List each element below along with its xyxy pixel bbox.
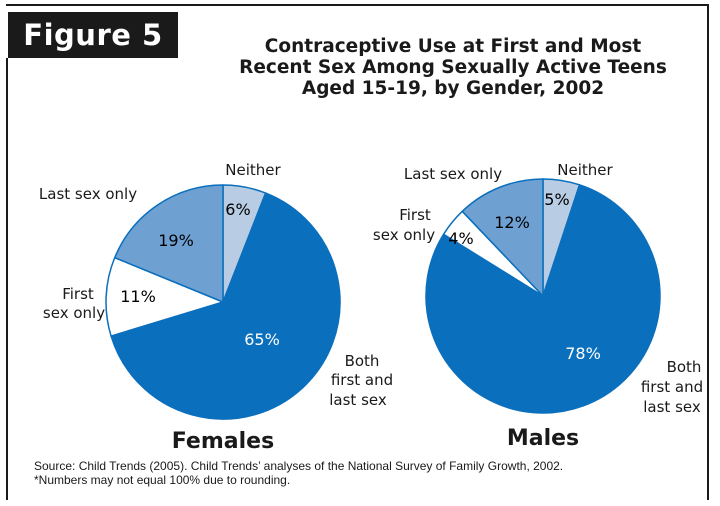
pie-females-label-both: 65%: [244, 330, 280, 349]
pie-females-cat-first-only-line1: First: [62, 285, 94, 303]
figure-label: Figure 5: [8, 12, 178, 58]
pie-females-cat-both-line1: Both: [345, 352, 380, 370]
pie-females: 6% 65% 11% 19% Neither Last sex only Fir…: [39, 161, 393, 454]
pie-females-cat-both-line3: last sex: [329, 391, 387, 409]
pie-males-cat-first-only-line1: First: [399, 206, 431, 224]
chart-title-line-3: Aged 15-19, by Gender, 2002: [301, 78, 605, 99]
pie-females-cat-last-only: Last sex only: [39, 185, 137, 203]
chart-title-line-1: Contraceptive Use at First and Most: [264, 36, 642, 57]
figure-frame: [6, 4, 709, 500]
pie-females-cat-first-only-line2: sex only: [43, 304, 105, 322]
pie-males-cat-both-line3: last sex: [643, 398, 701, 416]
pie-females-label-first-only: 11%: [120, 287, 156, 306]
pie-males-slice-both: [425, 184, 661, 414]
chart-title-line-2: Recent Sex Among Sexually Active Teens: [239, 57, 667, 78]
chart-title: Contraceptive Use at First and Most Rece…: [188, 36, 718, 99]
pie-males-cat-last-only: Last sex only: [404, 165, 502, 183]
pie-males-cat-neither: Neither: [557, 161, 613, 179]
pie-females-title: Females: [172, 429, 274, 454]
source-line: Source: Child Trends (2005). Child Trend…: [34, 459, 564, 473]
pie-females-label-neither: 6%: [225, 200, 250, 219]
pie-females-slice-last-only: [113, 184, 224, 303]
pie-males-slice-last-only: [461, 178, 544, 297]
pie-females-slices: [105, 184, 341, 420]
pie-males-slices: [425, 178, 661, 414]
pie-males-title: Males: [507, 426, 579, 451]
pie-males-label-neither: 5%: [544, 190, 569, 209]
pie-females-slice-both: [110, 192, 341, 420]
rounding-note: *Numbers may not equal 100% due to round…: [34, 473, 291, 487]
source-note: Source: Child Trends (2005). Child Trend…: [34, 459, 563, 487]
pie-males-cat-both-line2: first and: [641, 378, 703, 396]
pie-males-cat-first-only-line2: sex only: [373, 226, 435, 244]
pie-females-cat-both-line2: first and: [331, 371, 393, 389]
pie-males-label-first-only: 4%: [448, 229, 473, 248]
pie-females-cat-neither: Neither: [225, 161, 281, 179]
pie-females-label-last-only: 19%: [158, 231, 194, 250]
pie-males-label-last-only: 12%: [494, 213, 530, 232]
pie-males: 5% 78% 4% 12% Neither Last sex only Firs…: [373, 161, 703, 451]
pie-females-slice-first-only: [105, 256, 224, 337]
pie-males-label-both: 78%: [565, 344, 601, 363]
frame-left-border: [6, 58, 8, 500]
pie-males-cat-both-line1: Both: [667, 358, 702, 376]
